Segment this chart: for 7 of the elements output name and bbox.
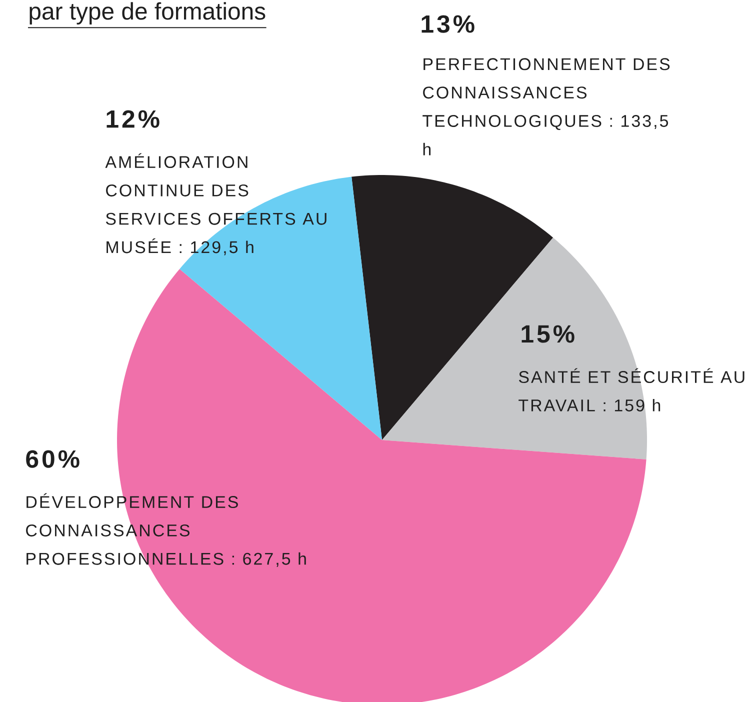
- data-label: 15%: [522, 325, 574, 343]
- data-label: 60%: [26, 450, 80, 468]
- slice-label: PERFECTIONNEMENT DES CONNAISSANCES TECHNOLOGIQUES : 133,5 h: [422, 58, 670, 156]
- chart-title: par type de formations: [30, 2, 266, 24]
- slice-label: SANTÉ ET SÉCURITÉ AU TRAVAIL : 159 h: [518, 368, 744, 412]
- data-label: 13%: [422, 15, 474, 33]
- data-label: 12%: [106, 110, 160, 128]
